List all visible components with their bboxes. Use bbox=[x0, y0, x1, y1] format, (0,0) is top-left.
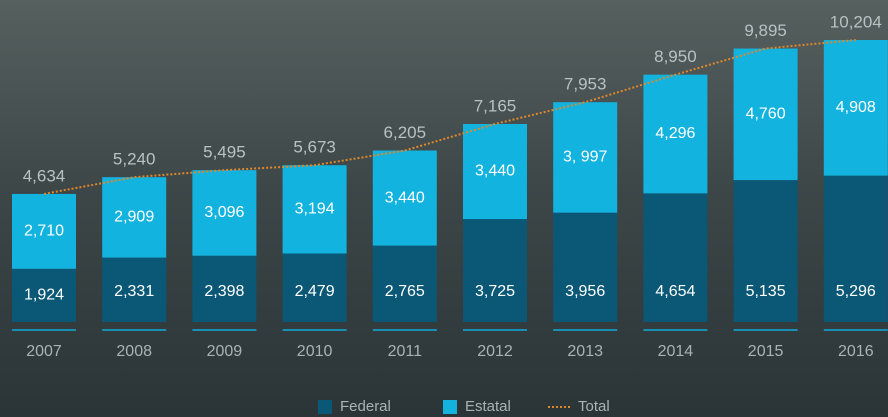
total-label: 7,953 bbox=[564, 75, 607, 94]
value-label: 3, 997 bbox=[563, 149, 608, 166]
bar-segment bbox=[282, 253, 347, 322]
bar-segment bbox=[192, 170, 257, 256]
total-line bbox=[43, 39, 856, 195]
legend-label: Total bbox=[578, 398, 610, 415]
value-label: 2,398 bbox=[204, 283, 244, 300]
bar-segment bbox=[192, 255, 257, 322]
x-tick-label: 2010 bbox=[297, 343, 333, 360]
value-label: 2,765 bbox=[385, 283, 425, 300]
total-label: 6,205 bbox=[384, 123, 427, 142]
legend-label: Federal bbox=[340, 398, 391, 415]
bar-segment bbox=[733, 48, 798, 181]
value-label: 3,440 bbox=[475, 163, 515, 180]
total-label: 7,165 bbox=[474, 96, 517, 115]
total-label: 10,204 bbox=[830, 12, 882, 31]
value-label: 2,710 bbox=[24, 223, 64, 240]
value-label: 5,135 bbox=[746, 283, 786, 300]
value-label: 1,924 bbox=[24, 287, 64, 304]
bar-segment bbox=[463, 219, 527, 322]
bar-segment bbox=[553, 212, 618, 322]
bar-segment bbox=[372, 245, 437, 322]
x-tick-label: 2014 bbox=[658, 343, 694, 360]
value-label: 4,908 bbox=[836, 99, 876, 116]
bar-segment bbox=[643, 193, 708, 322]
bar-segment bbox=[102, 257, 167, 322]
value-label: 2,331 bbox=[114, 283, 154, 300]
bar-segment bbox=[553, 102, 618, 213]
x-tick-label: 2015 bbox=[748, 343, 784, 360]
x-tick-label: 2013 bbox=[567, 343, 603, 360]
total-label: 5,495 bbox=[203, 143, 246, 162]
x-tick-label: 2007 bbox=[26, 343, 62, 360]
bar-segment bbox=[12, 268, 76, 322]
bar-segment bbox=[823, 40, 888, 176]
value-label: 3,725 bbox=[475, 283, 515, 300]
bar-segment bbox=[463, 123, 527, 220]
x-tick-label: 2008 bbox=[116, 343, 152, 360]
bar-segment bbox=[102, 177, 167, 258]
value-label: 4,760 bbox=[746, 106, 786, 123]
value-label: 3,956 bbox=[565, 283, 605, 300]
x-tick-label: 2011 bbox=[388, 343, 423, 360]
bar-segment bbox=[12, 193, 76, 269]
total-label: 5,240 bbox=[113, 150, 156, 169]
bar-segment bbox=[282, 165, 347, 254]
value-label: 4,654 bbox=[655, 283, 695, 300]
value-label: 3,440 bbox=[385, 189, 425, 206]
value-label: 2,479 bbox=[295, 283, 335, 300]
total-label: 4,634 bbox=[23, 166, 66, 185]
bar-segment bbox=[823, 175, 888, 322]
x-tick-label: 2016 bbox=[838, 343, 874, 360]
value-label: 3,194 bbox=[295, 201, 335, 218]
legend-label: Estatal bbox=[465, 398, 511, 415]
bar-segment bbox=[643, 74, 708, 194]
x-tick-label: 2009 bbox=[207, 343, 243, 360]
value-label: 5,296 bbox=[836, 283, 876, 300]
x-tick-label: 2012 bbox=[477, 343, 513, 360]
bar-segment bbox=[733, 180, 798, 322]
total-label: 8,950 bbox=[654, 47, 697, 66]
value-label: 4,296 bbox=[655, 125, 695, 142]
total-label: 5,673 bbox=[293, 138, 336, 157]
value-label: 3,096 bbox=[204, 204, 244, 221]
value-label: 2,909 bbox=[114, 209, 154, 226]
legend-swatch bbox=[443, 400, 457, 414]
legend-swatch bbox=[318, 400, 332, 414]
total-label: 9,895 bbox=[744, 21, 787, 40]
bar-segment bbox=[372, 150, 437, 246]
